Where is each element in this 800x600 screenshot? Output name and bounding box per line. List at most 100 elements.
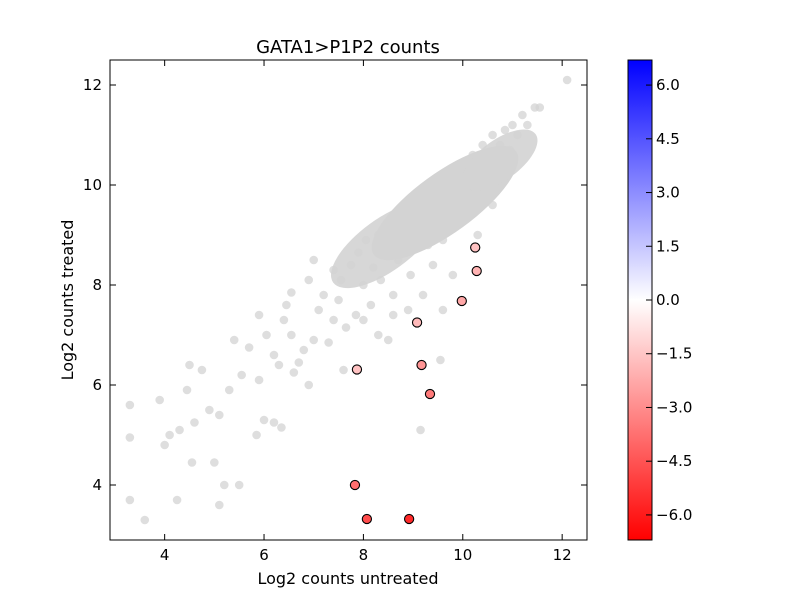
background-point [289, 368, 299, 377]
x-tick-label: 6 [259, 546, 269, 564]
highlighted-point [424, 388, 436, 400]
background-point [359, 315, 368, 325]
background-point [155, 395, 164, 405]
colorbar-tick-label: 1.5 [656, 237, 680, 255]
background-point [197, 365, 207, 375]
background-point [252, 430, 261, 440]
background-point [140, 515, 150, 525]
background-point [187, 458, 197, 467]
background-point [237, 370, 246, 380]
highlighted-point [456, 295, 467, 307]
background-point [324, 338, 333, 347]
background-point [190, 418, 199, 427]
background-point [294, 358, 304, 367]
background-point [282, 300, 291, 310]
background-point [329, 315, 338, 325]
point-cloud [331, 129, 538, 289]
background-point [500, 125, 510, 135]
colorbar-ticks: 6.0 4.5 3.0 1.5 0.0 −1.5 −3.0 −4.5 −6.0 [646, 76, 692, 524]
background-point [125, 495, 135, 505]
background-point [351, 310, 361, 320]
colorbar-tick-label: −4.5 [656, 452, 692, 470]
background-point [438, 305, 448, 315]
highlighted-point [471, 265, 482, 277]
background-point [175, 425, 184, 435]
background-point [219, 480, 229, 490]
background-point [366, 300, 376, 310]
colorbar-tick-label: 0.0 [656, 291, 680, 309]
chart-title: GATA1>P1P2 counts [256, 37, 440, 58]
background-point [436, 355, 445, 365]
background-point [215, 500, 224, 510]
background-point [279, 315, 289, 325]
x-tick-label: 8 [359, 546, 369, 564]
background-point [205, 405, 214, 415]
background-point [287, 288, 296, 297]
background-point [262, 330, 271, 340]
background-point [309, 255, 319, 265]
dense-cloud-upper [462, 129, 538, 191]
background-point [259, 415, 269, 425]
background-point [339, 365, 348, 375]
background-point [473, 230, 482, 240]
x-tick-label: 4 [160, 546, 170, 564]
plot-area [109, 59, 588, 541]
background-point [523, 120, 532, 130]
background-point [304, 275, 314, 285]
background-point [309, 335, 319, 345]
background-point [287, 330, 296, 340]
y-tick-label: 12 [83, 76, 102, 94]
y-tick-label: 10 [83, 176, 102, 194]
colorbar-tick-label: −6.0 [656, 506, 692, 524]
highlighted-point [403, 513, 415, 525]
background-point [562, 75, 572, 85]
highlighted-point [351, 364, 363, 375]
y-tick-label: 8 [92, 276, 102, 294]
background-point [518, 110, 527, 120]
highlighted-point [470, 242, 481, 253]
colorbar-tick-label: −3.0 [656, 398, 692, 416]
background-point [428, 260, 438, 270]
y-tick-label: 6 [92, 376, 102, 394]
background-point [229, 335, 239, 345]
background-point [319, 290, 328, 300]
background-point [244, 343, 254, 352]
x-tick-label: 12 [553, 546, 572, 564]
background-point [215, 410, 224, 420]
background-point [388, 290, 398, 300]
y-tick-label: 4 [92, 476, 102, 494]
highlighted-point [411, 317, 423, 328]
background-point [182, 385, 192, 395]
background-point [165, 430, 174, 440]
background-point [535, 103, 545, 112]
background-point [448, 270, 458, 280]
x-tick-label: 10 [453, 546, 472, 564]
background-point [508, 120, 517, 130]
background-point [403, 305, 413, 315]
background-point [224, 385, 234, 395]
background-point [388, 310, 398, 320]
highlighted-point [349, 479, 361, 491]
background-point [210, 458, 219, 467]
background-point [334, 295, 343, 305]
colorbar-tick-label: 3.0 [656, 184, 680, 202]
background-point [488, 130, 497, 140]
background-point [299, 345, 309, 355]
background-point [406, 270, 415, 280]
background-point [383, 335, 393, 345]
background-point [269, 350, 279, 360]
colorbar-tick-label: 4.5 [656, 130, 680, 148]
background-point [172, 495, 182, 505]
background-point [254, 375, 264, 385]
background-point [125, 433, 135, 442]
x-axis-label: Log2 counts untreated [257, 569, 438, 588]
highlighted-point [416, 359, 427, 371]
highlighted-points [349, 242, 482, 525]
background-point [304, 380, 314, 390]
background-point [416, 425, 425, 435]
background-point [160, 440, 169, 450]
background-point [274, 360, 284, 370]
background-point [185, 360, 194, 370]
colorbar-tick-label: 6.0 [656, 76, 680, 94]
